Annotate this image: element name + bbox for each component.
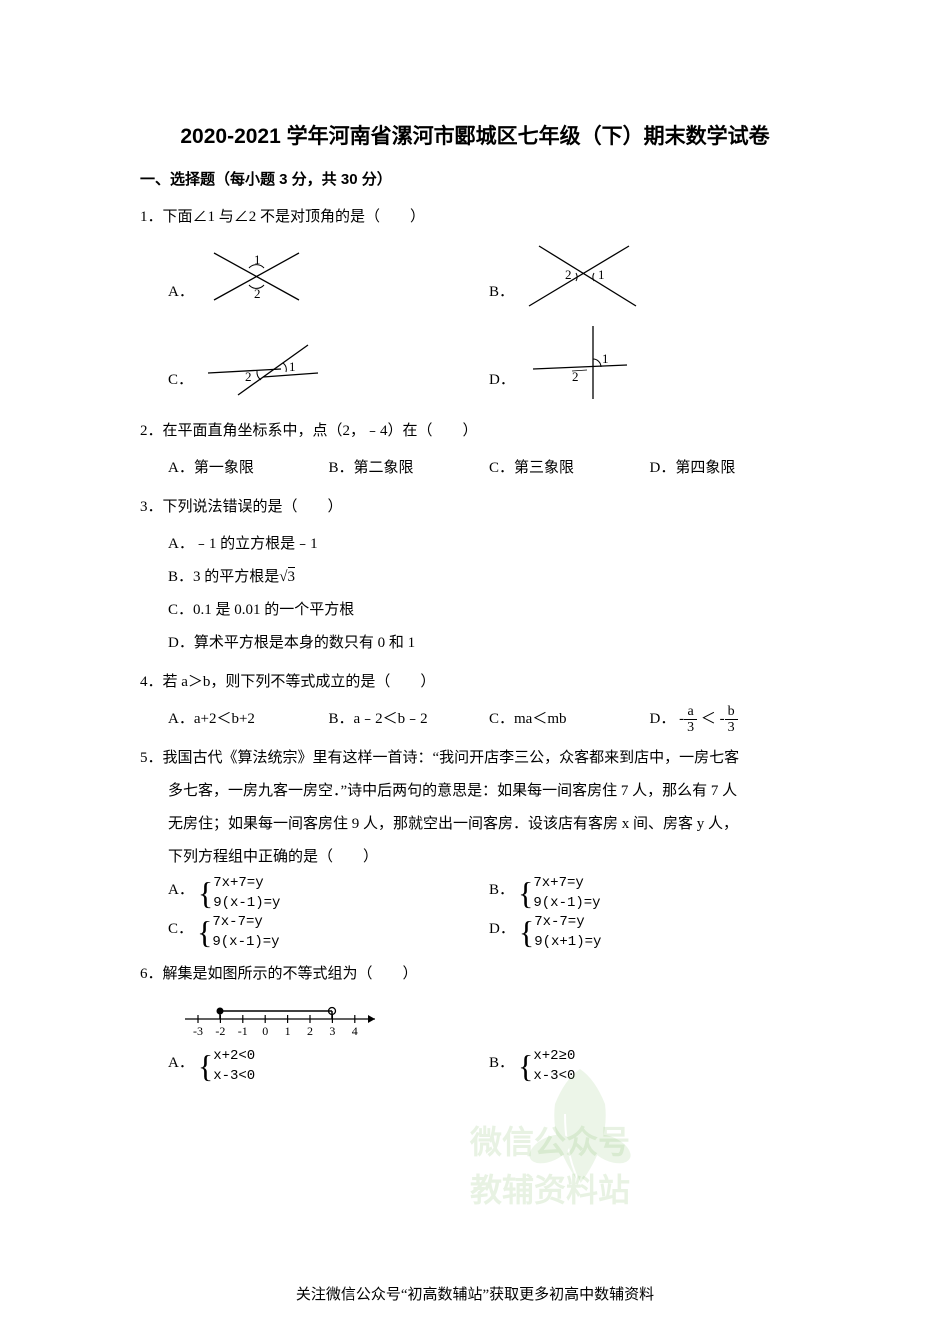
q1-option-d: D． 1 2 xyxy=(489,321,810,401)
svg-text:-3: -3 xyxy=(193,1024,203,1038)
svg-text:1: 1 xyxy=(254,252,261,267)
q4-option-b: B．a﹣2＜b﹣2 xyxy=(329,703,490,736)
svg-text:-1: -1 xyxy=(238,1024,248,1038)
q5-line1: 5．我国古代《算法统宗》里有这样一首诗：“我问开店李三公，众客都来到店中，一房七… xyxy=(140,742,810,775)
q3-option-a: A．﹣1 的立方根是﹣1 xyxy=(140,528,810,561)
q3-option-d: D．算术平方根是本身的数只有 0 和 1 xyxy=(140,627,810,660)
q4-stem: 4．若 a＞b，则下列不等式成立的是（ ） xyxy=(140,666,810,699)
page-footer: 关注微信公众号“初高数辅站”获取更多初高中数辅资料 xyxy=(0,1283,950,1304)
q4-option-c: C．ma＜mb xyxy=(489,703,650,736)
svg-text:1: 1 xyxy=(602,351,609,366)
q5-option-c: C． {7x-7=y9(x-1)=y xyxy=(168,913,489,952)
q2-option-a: A．第一象限 xyxy=(168,452,329,485)
q5-option-b: B． {7x+7=y9(x-1)=y xyxy=(489,874,810,913)
q2-option-b: B．第二象限 xyxy=(329,452,490,485)
svg-text:0: 0 xyxy=(262,1024,268,1038)
svg-text:2: 2 xyxy=(254,286,261,301)
svg-text:4: 4 xyxy=(352,1024,358,1038)
q1-stem: 1．下面∠1 与∠2 不是对顶角的是（ ） xyxy=(140,201,810,234)
question-5: 5．我国古代《算法统宗》里有这样一首诗：“我问开店李三公，众客都来到店中，一房七… xyxy=(140,742,810,952)
q2-option-c: C．第三象限 xyxy=(489,452,650,485)
question-6: 6．解集是如图所示的不等式组为（ ） -3 -2 -1 0 1 2 3 4 A． {x+2<0… xyxy=(140,958,810,1086)
svg-text:1: 1 xyxy=(289,359,296,374)
q1-option-c: C． 2 1 xyxy=(168,321,489,401)
exam-title: 2020-2021 学年河南省漯河市郾城区七年级（下）期末数学试卷 xyxy=(140,120,810,150)
q4-option-a: A．a+2＜b+2 xyxy=(168,703,329,736)
q1-option-b: B． 2 1 xyxy=(489,238,810,313)
svg-text:-2: -2 xyxy=(215,1024,225,1038)
q1-diagram-b: 2 1 xyxy=(524,238,639,313)
q6-option-a: A． {x+2<0x-3<0 xyxy=(168,1047,489,1086)
q3-stem: 3．下列说法错误的是（ ） xyxy=(140,491,810,524)
svg-text:1: 1 xyxy=(598,267,605,282)
q1-diagram-d: 1 2 xyxy=(525,321,635,401)
q5-option-a: A． {7x+7=y9(x-1)=y xyxy=(168,874,489,913)
q6-number-line: -3 -2 -1 0 1 2 3 4 xyxy=(140,999,810,1039)
question-3: 3．下列说法错误的是（ ） A．﹣1 的立方根是﹣1 B．3 的平方根是√3 C… xyxy=(140,491,810,660)
q5-line4: 下列方程组中正确的是（ ） xyxy=(140,841,810,874)
svg-text:2: 2 xyxy=(307,1024,313,1038)
question-4: 4．若 a＞b，则下列不等式成立的是（ ） A．a+2＜b+2 B．a﹣2＜b﹣… xyxy=(140,666,810,736)
q6-stem: 6．解集是如图所示的不等式组为（ ） xyxy=(140,958,810,991)
section-header: 一、选择题（每小题 3 分，共 30 分） xyxy=(140,168,810,189)
q2-stem: 2．在平面直角坐标系中，点（2，﹣4）在（ ） xyxy=(140,415,810,448)
q1-option-a: A． 1 2 xyxy=(168,238,489,313)
q6-option-b: B． {x+2≥0x-3<0 xyxy=(489,1047,810,1086)
svg-text:2: 2 xyxy=(565,267,572,282)
q3-option-c: C．0.1 是 0.01 的一个平方根 xyxy=(140,594,810,627)
q5-line3: 无房住；如果每一间客房住 9 人，那就空出一间客房．设该店有客房 x 间、房客 … xyxy=(140,808,810,841)
svg-text:1: 1 xyxy=(285,1024,291,1038)
question-2: 2．在平面直角坐标系中，点（2，﹣4）在（ ） A．第一象限 B．第二象限 C．… xyxy=(140,415,810,485)
q2-option-d: D．第四象限 xyxy=(650,452,811,485)
q5-option-d: D． {7x-7=y9(x+1)=y xyxy=(489,913,810,952)
q1-diagram-c: 2 1 xyxy=(203,333,323,401)
watermark-text: 微信公众号 教辅资料站 xyxy=(470,1118,630,1214)
question-1: 1．下面∠1 与∠2 不是对顶角的是（ ） A． 1 2 B． 2 1 xyxy=(140,201,810,409)
q4-option-d: D． -a3 ＜ -b3 xyxy=(650,703,811,736)
q1-diagram-a: 1 2 xyxy=(204,238,309,313)
svg-text:3: 3 xyxy=(329,1024,335,1038)
q3-option-b: B．3 的平方根是√3 xyxy=(140,561,810,594)
q5-line2: 多七客，一房九客一房空．”诗中后两句的意思是：如果每一间客房住 7 人，那么有 … xyxy=(140,775,810,808)
svg-text:2: 2 xyxy=(245,369,252,384)
